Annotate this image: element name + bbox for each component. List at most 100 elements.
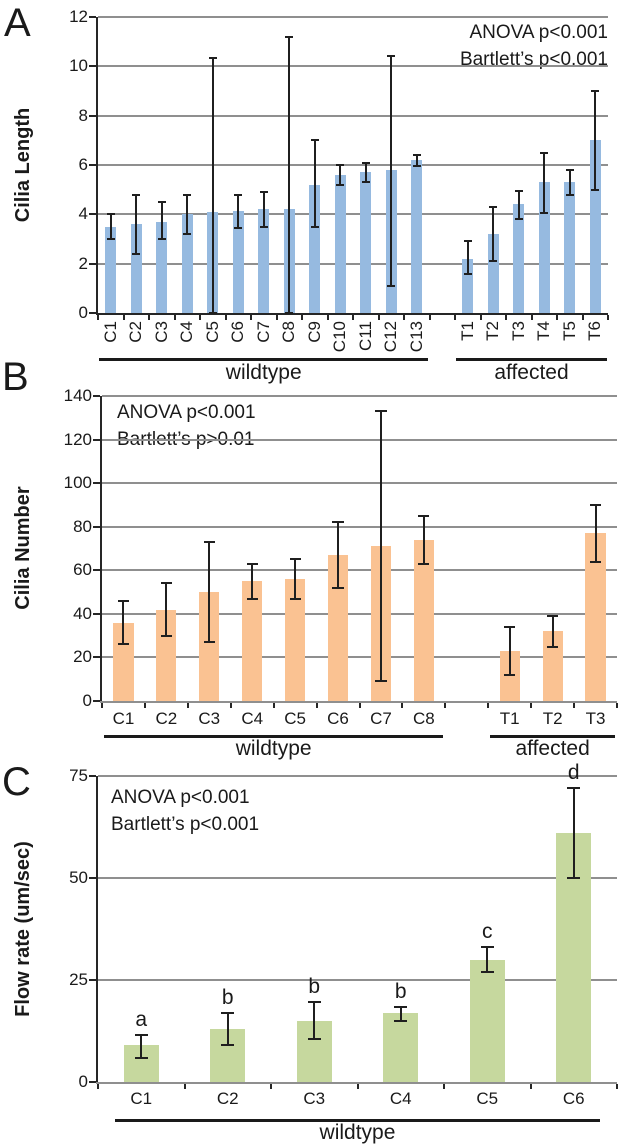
panel-b-y-tick <box>93 569 100 572</box>
panel-a-group-label-affected: affected <box>494 361 569 384</box>
panel-b-error-cap-T3 <box>589 560 602 563</box>
panel-a-gridline <box>98 16 608 18</box>
panel-c-error-bar-C5 <box>486 947 489 972</box>
panel-a-x-tick <box>428 315 431 320</box>
panel-c-y-tick-label: 0 <box>78 1072 88 1091</box>
panel-a-bar-C11 <box>360 172 372 313</box>
panel-a-x-tick-label-T2: T2 <box>483 321 503 341</box>
panel-b-x-tick-label-T1: T1 <box>499 709 520 728</box>
panel-c-error-bar-C6 <box>572 788 575 878</box>
panel-a-bar-C1 <box>105 226 117 313</box>
panel-b-bar-C5 <box>285 579 306 701</box>
panel-b-y-tick <box>93 395 100 397</box>
panel-a-x-tick <box>377 315 380 320</box>
panel-a-y-tick-label: 10 <box>69 56 88 76</box>
panel-a-error-bar-C4 <box>186 194 189 235</box>
panel-b-error-bar-C7 <box>379 411 382 682</box>
panel-b-gridline <box>102 438 617 441</box>
panel-b-y-tick <box>93 656 100 659</box>
panel-b-x-tick <box>616 703 618 708</box>
panel-b-bar-T3 <box>585 533 606 701</box>
panel-b-letter: B <box>2 355 29 399</box>
panel-b-x-tick <box>229 703 232 708</box>
panel-a-anova-text: ANOVA p<0.001 <box>469 22 608 43</box>
panel-a-error-bar-T3 <box>517 190 520 220</box>
panel-c-bar-C5 <box>469 959 505 1082</box>
panel-b-y-tick-label: 0 <box>82 691 92 710</box>
panel-b-gridline <box>102 525 617 528</box>
panel-c-error-cap-C2 <box>221 1011 235 1014</box>
panel-a-error-bar-C9 <box>313 140 316 227</box>
panel-c-anova-text: ANOVA p<0.001 <box>111 787 250 808</box>
panel-c-x-tick <box>616 1084 618 1089</box>
panel-b-x-tick-label-C5: C5 <box>284 709 306 728</box>
panel-c-y-tick-label: 75 <box>69 766 88 785</box>
panel-a-bar-C7 <box>258 209 270 313</box>
panel-c-sig-letter-C4: b <box>394 979 407 1003</box>
panel-a-error-cap-C12 <box>387 55 396 58</box>
panel-a-error-cap-C6 <box>234 193 243 196</box>
panel-a-bar-T3 <box>513 204 525 313</box>
panel-c-x-tick <box>270 1084 272 1089</box>
panel-a-x-tick-label-C6: C6 <box>228 321 248 343</box>
panel-c-x-tick <box>443 1084 445 1089</box>
panel-c-error-cap-C3 <box>307 1038 321 1041</box>
panel-b-error-bar-T2 <box>551 616 554 647</box>
panel-b-error-bar-C2 <box>165 583 168 636</box>
panel-b-y-tick-label: 60 <box>73 560 92 580</box>
panel-b-y-tick <box>93 438 100 441</box>
panel-a-x-tick <box>224 315 227 320</box>
panel-a-y-tick <box>89 16 96 18</box>
panel-b-group-label-affected: affected <box>515 737 590 760</box>
panel-a-x-tick <box>403 315 405 320</box>
panel-c-x-tick-label-C1: C1 <box>130 1089 153 1108</box>
panel-a-x-tick-label-T6: T6 <box>585 321 605 341</box>
panel-a-bar-C13 <box>411 160 423 313</box>
panel-b-error-cap-C6 <box>332 586 344 589</box>
panel-a-gridline <box>98 114 608 117</box>
panel-a-x-tick-label-C4: C4 <box>177 321 197 343</box>
panel-a-group-underline-affected <box>456 358 607 361</box>
panel-a-x-tick-label-C1: C1 <box>100 321 120 343</box>
panel-c-group-underline-wildtype <box>115 1119 600 1122</box>
panel-b-bar-C4 <box>242 581 263 701</box>
panel-a-x-tick-label-T3: T3 <box>508 321 528 341</box>
panel-b-error-bar-C1 <box>122 600 125 645</box>
panel-c-x-tick <box>529 1084 532 1089</box>
panel-a-error-bar-T1 <box>466 241 469 274</box>
panel-b-gridline <box>102 569 617 572</box>
panel-b-y-tick <box>93 525 100 528</box>
panel-b-x-tick-label-C3: C3 <box>198 709 221 728</box>
panel-a-error-bar-C7 <box>262 192 265 227</box>
panel-b-x-tick-label-C2: C2 <box>155 709 178 728</box>
panel-c-stats-annotation: ANOVA p<0.001 Bartlett’s p<0.001 <box>111 784 259 838</box>
panel-a-x-tick <box>581 315 584 320</box>
panel-b-x-tick-label-C6: C6 <box>327 709 349 728</box>
panel-a-x-tick <box>199 315 201 320</box>
panel-a-error-cap-C11 <box>361 161 370 164</box>
panel-b-y-tick <box>93 700 100 702</box>
panel-b-y-tick-label: 140 <box>63 386 92 405</box>
panel-a-error-cap-T1 <box>463 272 472 275</box>
panel-a-error-bar-C1 <box>109 214 112 239</box>
panel-a-x-tick-label-C13: C13 <box>406 321 426 353</box>
panel-a-x-tick <box>250 315 252 320</box>
panel-a-bartletts-text: Bartlett’s p<0.001 <box>459 49 608 70</box>
panel-a-error-bar-C12 <box>390 56 393 286</box>
panel-a-error-bar-T2 <box>492 206 495 262</box>
panel-a-y-tick-label: 12 <box>69 7 88 26</box>
panel-b-group-label-wildtype: wildtype <box>235 737 312 760</box>
panel-c-error-cap-C6 <box>567 787 581 790</box>
panel-b-error-cap-C2 <box>160 634 172 637</box>
panel-a-error-cap-T2 <box>489 205 498 208</box>
panel-b-error-cap-C2 <box>160 582 172 585</box>
panel-a-x-tick <box>530 315 533 320</box>
panel-a-x-tick-label-C11: C11 <box>355 321 375 351</box>
panel-a-x-tick-label-C10: C10 <box>330 321 350 353</box>
panel-b-error-cap-C3 <box>203 641 215 644</box>
panel-a-error-cap-C2 <box>132 193 141 196</box>
panel-b-error-cap-C6 <box>332 521 344 524</box>
panel-a-x-tick-label-C7: C7 <box>253 321 273 343</box>
panel-c-x-axis <box>96 1082 617 1084</box>
